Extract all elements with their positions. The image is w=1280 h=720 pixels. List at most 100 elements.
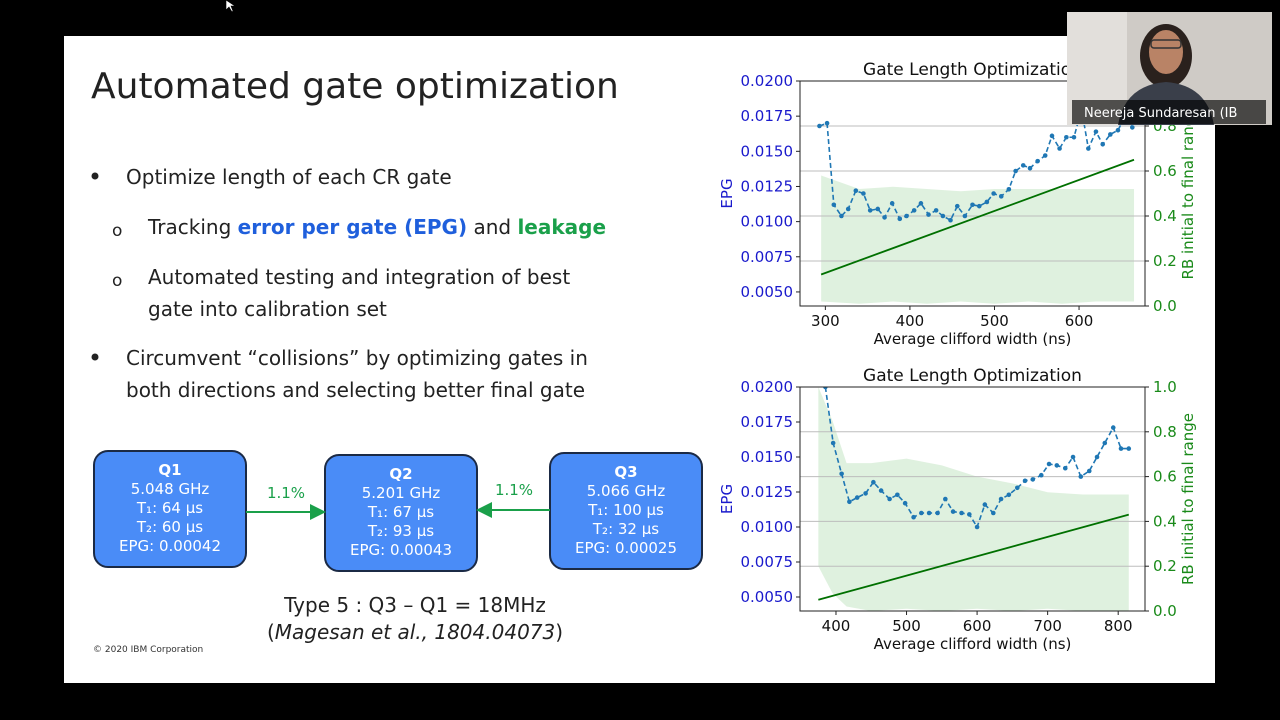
data-point xyxy=(839,213,844,219)
x-tick-label: 400 xyxy=(896,312,925,330)
x-axis-label: Average clifford width (ns) xyxy=(874,330,1072,348)
coupling-label: 1.1% xyxy=(495,481,533,499)
data-point xyxy=(918,201,924,206)
data-point xyxy=(1054,463,1060,468)
face xyxy=(1149,30,1183,74)
data-point xyxy=(1027,165,1033,171)
data-point xyxy=(1030,477,1036,482)
data-point xyxy=(824,120,830,126)
data-point xyxy=(1130,125,1135,130)
data-point xyxy=(982,502,988,507)
glasses xyxy=(1150,39,1182,49)
data-point xyxy=(950,509,956,514)
data-point xyxy=(943,496,948,502)
data-point xyxy=(895,492,900,498)
data-point xyxy=(984,199,990,205)
y2-tick-label: 0.6 xyxy=(1153,468,1177,486)
data-point xyxy=(998,496,1004,502)
y-tick-label: 0.0100 xyxy=(741,213,794,231)
data-point xyxy=(911,514,916,520)
data-point xyxy=(1126,446,1132,451)
data-point xyxy=(926,510,932,516)
x-tick-label: 300 xyxy=(811,312,840,330)
data-point xyxy=(817,123,822,129)
x-tick-label: 600 xyxy=(963,617,992,635)
y-tick-label: 0.0075 xyxy=(741,553,794,571)
name-label-background xyxy=(1072,100,1266,124)
data-point xyxy=(861,191,866,196)
data-point xyxy=(867,208,873,213)
data-point xyxy=(998,194,1004,199)
y-tick-label: 0.0150 xyxy=(741,448,794,466)
data-point xyxy=(1071,134,1077,140)
node-property: EPG: 0.00025 xyxy=(575,539,677,557)
data-point xyxy=(974,524,980,530)
data-point xyxy=(919,510,924,516)
data-point xyxy=(823,387,828,390)
data-point xyxy=(1093,129,1099,134)
bullet-text: Circumvent “collisions” by optimizing ga… xyxy=(126,346,588,370)
y-tick-label: 0.0125 xyxy=(741,483,794,501)
bullet-text: Optimize length of each CR gate xyxy=(126,165,452,189)
data-point xyxy=(967,512,972,517)
text-part: ) xyxy=(555,620,563,644)
data-point xyxy=(1020,163,1026,168)
node-property: 5.201 GHz xyxy=(362,484,441,502)
data-point xyxy=(940,213,946,219)
bullet-text: both directions and selecting better fin… xyxy=(126,378,585,402)
node-property: 5.048 GHz xyxy=(131,480,210,498)
plot-frame xyxy=(799,386,1146,612)
chart: 0.0050 0.0075 0.0100 0.0125 0.0150 0.0175 0.02… xyxy=(718,60,1197,348)
y-tick-label: 0.0075 xyxy=(741,248,794,266)
y-axis-label: EPG xyxy=(718,178,736,208)
node-label: Q2 xyxy=(389,465,412,483)
text-highlight: leakage xyxy=(517,215,606,239)
coupling-label: 1.1% xyxy=(267,484,305,502)
y2-axis-label: RB initial to final range xyxy=(1179,413,1197,585)
y2-tick-label: 0.0 xyxy=(1153,602,1177,620)
data-point xyxy=(853,188,859,193)
sub-bullet-marker: o xyxy=(112,271,122,291)
x-tick-label: 600 xyxy=(1065,312,1094,330)
data-point xyxy=(1062,465,1068,471)
bullet-text: Tracking error per gate (EPG) and leakag… xyxy=(147,215,606,239)
data-point xyxy=(1064,134,1069,140)
range-band xyxy=(821,175,1135,304)
y2-tick-label: 0.0 xyxy=(1153,297,1177,315)
data-point xyxy=(991,191,996,196)
data-point xyxy=(1057,146,1062,151)
participant-name: Neereja Sundaresan (IB xyxy=(1084,106,1237,121)
y2-tick-label: 0.2 xyxy=(1153,557,1177,575)
node-property: EPG: 0.00043 xyxy=(350,541,452,559)
data-point xyxy=(863,491,868,496)
y2-tick-label: 0.4 xyxy=(1153,512,1177,530)
data-point xyxy=(1013,168,1018,174)
y-tick-label: 0.0150 xyxy=(741,142,794,160)
x-axis-label: Average clifford width (ns) xyxy=(874,635,1072,653)
y-tick-label: 0.0175 xyxy=(741,107,794,125)
data-point xyxy=(1022,478,1028,484)
data-point xyxy=(1006,492,1012,498)
chart-title: Gate Length Optimization xyxy=(863,366,1082,386)
data-point xyxy=(830,440,836,446)
text-part: ( xyxy=(267,620,275,644)
caption: Type 5 : Q3 – Q1 = 18MHz xyxy=(283,593,546,617)
data-point xyxy=(904,213,909,219)
slide-title: Automated gate optimization xyxy=(91,66,619,107)
node-label: Q3 xyxy=(614,463,637,481)
chart: 0.0050 0.0075 0.0100 0.0125 0.0150 0.0175 0.02… xyxy=(718,366,1197,653)
node-property: 5.066 GHz xyxy=(587,482,666,500)
range-band xyxy=(818,387,1129,611)
data-point xyxy=(976,203,982,209)
x-tick-label: 500 xyxy=(892,617,921,635)
bullet-text: Automated testing and integration of bes… xyxy=(148,265,570,289)
data-point xyxy=(1118,446,1124,451)
data-point xyxy=(871,479,876,485)
data-point xyxy=(911,208,917,213)
data-point xyxy=(839,471,844,477)
data-point xyxy=(970,202,975,208)
qubit-node xyxy=(93,450,247,568)
node-property: T₂: 32 μs xyxy=(592,520,659,538)
node-property: T₁: 64 μs xyxy=(136,499,203,517)
